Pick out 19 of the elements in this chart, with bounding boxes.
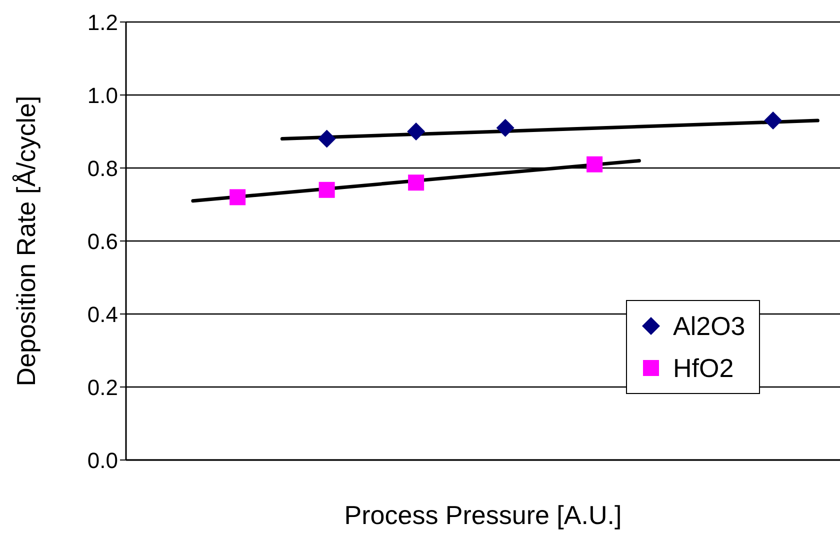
legend-label: Al2O3 bbox=[673, 310, 746, 342]
point bbox=[407, 122, 426, 140]
x-axis-title: Process Pressure [A.U.] bbox=[344, 500, 622, 530]
y-tick-label: 0.0 bbox=[87, 448, 118, 473]
point bbox=[586, 156, 603, 172]
y-axis-title: Deposition Rate [Å/cycle] bbox=[11, 96, 42, 386]
point bbox=[764, 112, 782, 130]
y-tick-label: 0.8 bbox=[87, 156, 118, 181]
point bbox=[318, 130, 336, 148]
y-tick-label: 1.0 bbox=[87, 82, 118, 108]
y-tick-label: 0.2 bbox=[87, 374, 118, 400]
point bbox=[408, 174, 424, 191]
y-tick-label: 0.4 bbox=[87, 302, 118, 327]
point bbox=[318, 182, 335, 198]
point bbox=[230, 189, 246, 206]
point bbox=[496, 118, 514, 137]
legend-label: HfO2 bbox=[673, 352, 734, 384]
y-tick-label: 1.2 bbox=[87, 10, 118, 35]
y-tick-label: 0.6 bbox=[87, 228, 118, 254]
